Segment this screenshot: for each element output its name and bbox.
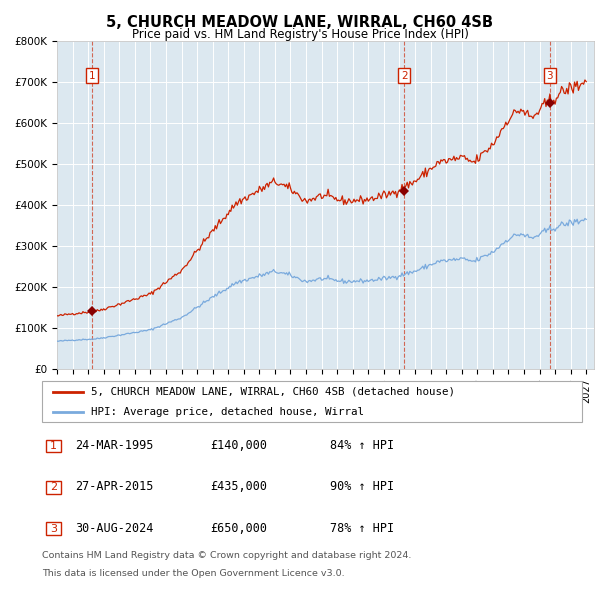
- FancyBboxPatch shape: [46, 481, 61, 494]
- Text: 2: 2: [401, 71, 408, 81]
- FancyBboxPatch shape: [46, 522, 61, 535]
- Text: 24-MAR-1995: 24-MAR-1995: [75, 439, 154, 452]
- Text: 5, CHURCH MEADOW LANE, WIRRAL, CH60 4SB: 5, CHURCH MEADOW LANE, WIRRAL, CH60 4SB: [107, 15, 493, 30]
- Text: £435,000: £435,000: [210, 480, 267, 493]
- FancyBboxPatch shape: [42, 381, 582, 422]
- FancyBboxPatch shape: [46, 440, 61, 453]
- Text: 2: 2: [50, 483, 57, 492]
- Text: 84% ↑ HPI: 84% ↑ HPI: [330, 439, 394, 452]
- Text: 1: 1: [50, 441, 57, 451]
- Text: Contains HM Land Registry data © Crown copyright and database right 2024.: Contains HM Land Registry data © Crown c…: [42, 552, 412, 560]
- Text: HPI: Average price, detached house, Wirral: HPI: Average price, detached house, Wirr…: [91, 407, 364, 417]
- Text: Price paid vs. HM Land Registry's House Price Index (HPI): Price paid vs. HM Land Registry's House …: [131, 28, 469, 41]
- Text: 78% ↑ HPI: 78% ↑ HPI: [330, 522, 394, 535]
- Text: 1: 1: [88, 71, 95, 81]
- Text: 3: 3: [50, 524, 57, 533]
- Text: 90% ↑ HPI: 90% ↑ HPI: [330, 480, 394, 493]
- Text: 30-AUG-2024: 30-AUG-2024: [75, 522, 154, 535]
- Text: 27-APR-2015: 27-APR-2015: [75, 480, 154, 493]
- Text: £140,000: £140,000: [210, 439, 267, 452]
- Text: This data is licensed under the Open Government Licence v3.0.: This data is licensed under the Open Gov…: [42, 569, 344, 578]
- Text: £650,000: £650,000: [210, 522, 267, 535]
- Text: 3: 3: [547, 71, 553, 81]
- Text: 5, CHURCH MEADOW LANE, WIRRAL, CH60 4SB (detached house): 5, CHURCH MEADOW LANE, WIRRAL, CH60 4SB …: [91, 386, 455, 396]
